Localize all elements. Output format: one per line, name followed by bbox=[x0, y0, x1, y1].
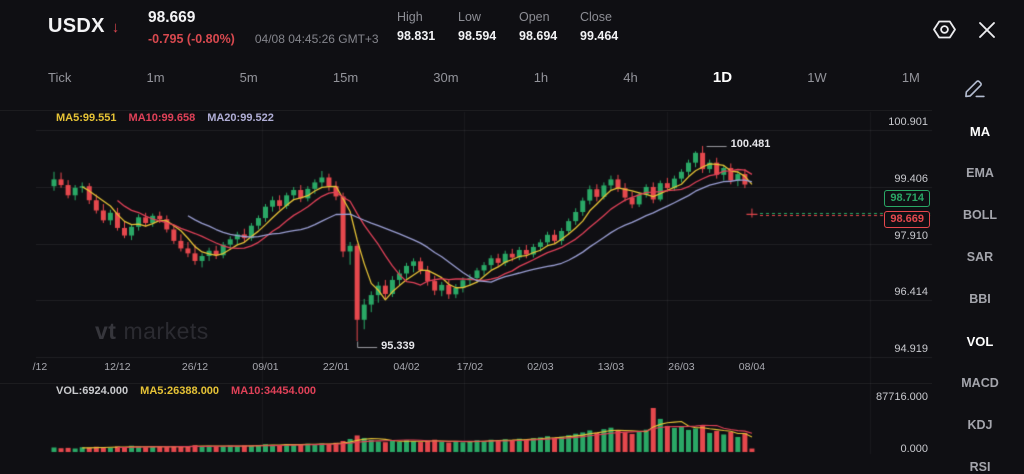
ohlc-stat-open: Open 98.694 bbox=[519, 10, 563, 43]
stat-label: Low bbox=[458, 10, 481, 24]
last-price: 98.669 bbox=[148, 9, 196, 26]
indicator-item-vol[interactable]: VOL bbox=[966, 333, 994, 349]
stat-value: 98.831 bbox=[397, 29, 436, 43]
volume-legend-item: MA10:34454.000 bbox=[231, 385, 317, 397]
price-axis-label: 100.901 bbox=[888, 116, 928, 128]
timeframe-5m[interactable]: 5m bbox=[239, 69, 258, 85]
date-axis-label: 04/02 bbox=[393, 361, 420, 373]
ohlc-stats: High 98.831 Low 98.594 Open 98.694 Close 99.464 bbox=[397, 10, 624, 43]
price-tag-ask: 98.714 bbox=[884, 189, 930, 207]
settings-button[interactable] bbox=[931, 16, 958, 43]
indicator-item-rsi[interactable]: RSI bbox=[969, 460, 991, 474]
timeframe-tick[interactable]: Tick bbox=[48, 69, 72, 85]
indicator-item-boll[interactable]: BOLL bbox=[962, 208, 998, 222]
timeframe-4h[interactable]: 4h bbox=[623, 69, 638, 85]
date-axis-label: 22/01 bbox=[322, 361, 350, 373]
quote-datetime: 04/08 04:45:26 GMT+3 bbox=[254, 32, 379, 46]
ohlc-stat-close: Close 99.464 bbox=[580, 10, 624, 43]
price-axis-label: 97.910 bbox=[894, 229, 928, 242]
timeframe-bar: Tick 1m 5m 15m 30m 1h 4h 1D 1W 1M bbox=[40, 61, 928, 93]
drawing-tools-button[interactable] bbox=[962, 74, 990, 102]
price-block: 98.669 -0.795 (-0.80%) 04/08 04:45:26 GM… bbox=[148, 9, 379, 46]
date-axis-label: 13/03 bbox=[597, 361, 625, 373]
ohlc-stat-low: Low 98.594 bbox=[458, 10, 502, 43]
date-axis-label: 02/03 bbox=[527, 361, 554, 373]
volume-legend-item: MA5:26388.000 bbox=[140, 385, 220, 397]
indicator-item-sar[interactable]: SAR bbox=[966, 250, 994, 264]
volume-legend: VOL:6924.000 MA5:26388.000 MA10:34454.000 bbox=[56, 385, 316, 397]
date-axis-label: /12 bbox=[32, 361, 48, 373]
indicator-item-ma[interactable]: MA bbox=[969, 123, 991, 139]
timeframe-30m[interactable]: 30m bbox=[433, 69, 459, 85]
indicator-item-macd[interactable]: MACD bbox=[961, 376, 999, 390]
indicator-item-ema[interactable]: EMA bbox=[966, 166, 994, 180]
header: USDX ↓ 98.669 -0.795 (-0.80%) 04/08 04:4… bbox=[0, 0, 1024, 58]
high-annotation: 100.481 bbox=[730, 137, 771, 150]
date-axis-label: 17/02 bbox=[456, 361, 484, 373]
timeframe-1h[interactable]: 1h bbox=[533, 69, 549, 85]
date-axis-label: 26/03 bbox=[668, 361, 695, 373]
symbol-name: USDX bbox=[48, 15, 105, 37]
date-axis-label: 12/12 bbox=[104, 361, 131, 373]
low-annotation: 95.339 bbox=[381, 340, 415, 353]
ma-legend: MA5:99.551 MA10:99.658 MA20:99.522 bbox=[56, 112, 274, 124]
pencil-icon bbox=[965, 80, 985, 98]
volume-pane-divider bbox=[0, 383, 932, 384]
price-axis-label: 94.919 bbox=[894, 343, 928, 355]
chart-pane-divider bbox=[0, 110, 932, 111]
volume-axis-min-label: 0.000 bbox=[900, 443, 928, 455]
stat-label: Close bbox=[580, 10, 612, 24]
price-tag-last: 98.669 bbox=[884, 210, 930, 228]
date-axis-label: 26/12 bbox=[181, 361, 209, 373]
stat-value: 98.694 bbox=[519, 29, 558, 43]
price-change: -0.795 (-0.80%) bbox=[148, 32, 235, 46]
stat-value: 98.594 bbox=[458, 29, 497, 43]
volume-legend-item: VOL:6924.000 bbox=[56, 385, 129, 397]
stat-label: Open bbox=[519, 10, 550, 24]
close-button[interactable] bbox=[978, 21, 996, 39]
timeframe-15m[interactable]: 15m bbox=[332, 69, 359, 85]
date-axis-label: 08/04 bbox=[738, 361, 766, 373]
date-axis-label: 09/01 bbox=[252, 361, 279, 373]
ma-legend-item: MA5:99.551 bbox=[56, 112, 117, 124]
ohlc-stat-high: High 98.831 bbox=[397, 10, 441, 43]
price-down-arrow-icon: ↓ bbox=[111, 19, 120, 36]
price-axis-label: 99.406 bbox=[894, 172, 928, 185]
stat-value: 99.464 bbox=[580, 29, 619, 43]
indicator-item-bbi[interactable]: BBI bbox=[969, 292, 991, 306]
broker-watermark: vt markets bbox=[95, 318, 209, 344]
symbol-selector[interactable]: USDX ↓ bbox=[48, 15, 119, 38]
gear-icon bbox=[933, 20, 956, 39]
timeframe-1d[interactable]: 1D bbox=[712, 68, 733, 86]
timeframe-1w[interactable]: 1W bbox=[807, 69, 827, 85]
indicator-item-kdj[interactable]: KDJ bbox=[967, 418, 993, 432]
watermark-logo: vt bbox=[95, 318, 117, 344]
timeframe-1m[interactable]: 1m bbox=[146, 69, 165, 85]
ma-legend-item: MA10:99.658 bbox=[128, 112, 196, 124]
volume-axis-max-label: 87716.000 bbox=[876, 391, 928, 403]
price-axis-label: 96.414 bbox=[894, 286, 928, 299]
stat-label: High bbox=[397, 10, 423, 24]
ma-legend-item: MA20:99.522 bbox=[207, 112, 274, 124]
indicator-sidebar: MA EMA BOLL SAR BBI VOL MACD KDJ RSI bbox=[936, 110, 1024, 474]
close-icon bbox=[979, 21, 995, 38]
timeframe-1m[interactable]: 1M bbox=[901, 69, 920, 85]
